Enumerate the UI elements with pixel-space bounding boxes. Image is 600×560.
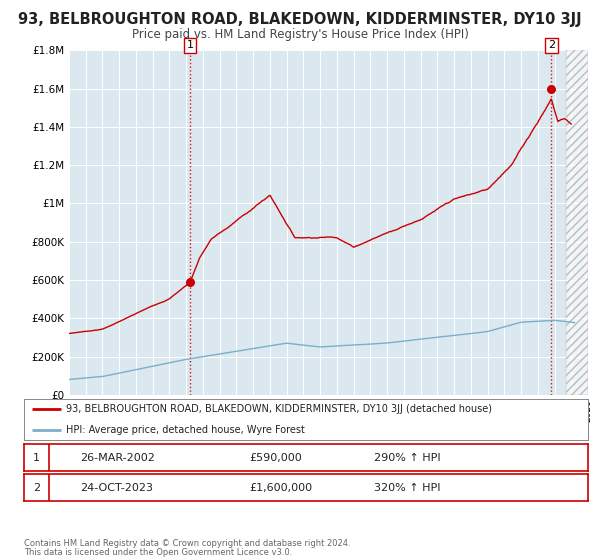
Text: Price paid vs. HM Land Registry's House Price Index (HPI): Price paid vs. HM Land Registry's House … (131, 28, 469, 41)
Text: 93, BELBROUGHTON ROAD, BLAKEDOWN, KIDDERMINSTER, DY10 3JJ: 93, BELBROUGHTON ROAD, BLAKEDOWN, KIDDER… (18, 12, 582, 27)
Text: 2: 2 (548, 40, 555, 50)
Text: 290% ↑ HPI: 290% ↑ HPI (374, 452, 440, 463)
Text: 93, BELBROUGHTON ROAD, BLAKEDOWN, KIDDERMINSTER, DY10 3JJ (detached house): 93, BELBROUGHTON ROAD, BLAKEDOWN, KIDDER… (66, 404, 493, 414)
Text: This data is licensed under the Open Government Licence v3.0.: This data is licensed under the Open Gov… (24, 548, 292, 557)
Text: 26-MAR-2002: 26-MAR-2002 (80, 452, 155, 463)
Text: 24-OCT-2023: 24-OCT-2023 (80, 483, 154, 493)
Text: £1,600,000: £1,600,000 (250, 483, 313, 493)
Point (547, 84, 556, 93)
Text: 1: 1 (187, 40, 194, 50)
Text: £590,000: £590,000 (250, 452, 302, 463)
Text: 320% ↑ HPI: 320% ↑ HPI (374, 483, 440, 493)
Text: HPI: Average price, detached house, Wyre Forest: HPI: Average price, detached house, Wyre… (66, 424, 305, 435)
Bar (566, 50, 588, 395)
Bar (566, 50, 588, 395)
Text: Contains HM Land Registry data © Crown copyright and database right 2024.: Contains HM Land Registry data © Crown c… (24, 539, 350, 548)
Text: 1: 1 (33, 452, 40, 463)
Text: 2: 2 (33, 483, 40, 493)
Point (185, 277, 195, 286)
